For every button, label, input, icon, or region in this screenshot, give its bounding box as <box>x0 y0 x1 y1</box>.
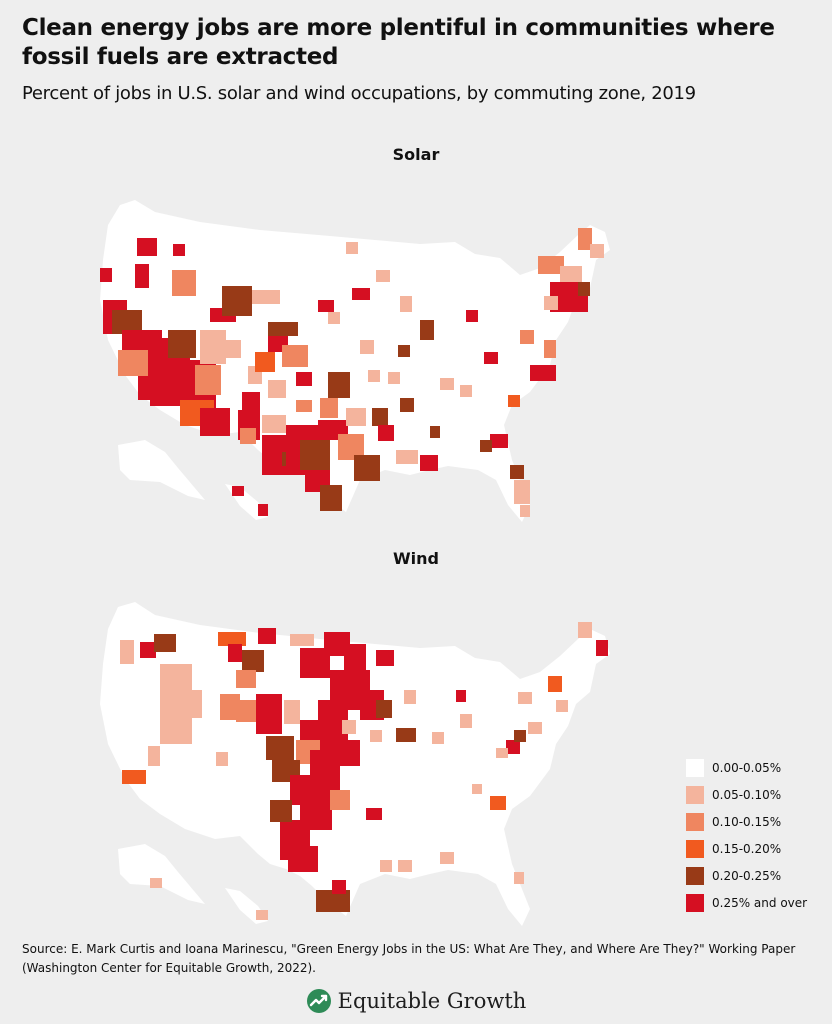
brand-logo[interactable]: Equitable Growth <box>0 986 832 1016</box>
legend: 0.00-0.05% 0.05-0.10% 0.10-0.15% 0.15-0.… <box>686 754 807 916</box>
legend-swatch <box>686 812 704 831</box>
legend-label: 0.25% and over <box>712 895 808 910</box>
legend-label: 0.00-0.05% <box>712 760 782 775</box>
legend-label: 0.15-0.20% <box>712 841 782 856</box>
legend-item: 0.25% and over <box>686 889 807 916</box>
wind-map <box>100 602 610 926</box>
legend-swatch <box>686 893 704 912</box>
wind-map-title: Wind <box>393 549 439 568</box>
legend-label: 0.20-0.25% <box>712 868 782 883</box>
legend-swatch <box>686 839 704 858</box>
chart-subtitle: Percent of jobs in U.S. solar and wind o… <box>22 83 696 104</box>
solar-map-title: Solar <box>392 145 440 164</box>
solar-commuting-zones <box>100 228 604 517</box>
wind-commuting-zones <box>120 622 608 920</box>
legend-swatch <box>686 785 704 804</box>
legend-label: 0.05-0.10% <box>712 787 782 802</box>
chart-title: Clean energy jobs are more plentiful in … <box>22 15 775 70</box>
source-note: Source: E. Mark Curtis and Ioana Marines… <box>22 942 796 975</box>
legend-item: 0.20-0.25% <box>686 862 807 889</box>
equitable-growth-logo-icon <box>306 989 331 1013</box>
brand-name: Equitable Growth <box>337 989 527 1013</box>
legend-swatch <box>686 866 704 885</box>
legend-label: 0.10-0.15% <box>712 814 782 829</box>
legend-item: 0.15-0.20% <box>686 835 807 862</box>
solar-map <box>100 200 610 522</box>
legend-item: 0.05-0.10% <box>686 781 807 808</box>
legend-swatch <box>686 758 704 777</box>
legend-item: 0.00-0.05% <box>686 754 807 781</box>
legend-item: 0.10-0.15% <box>686 808 807 835</box>
